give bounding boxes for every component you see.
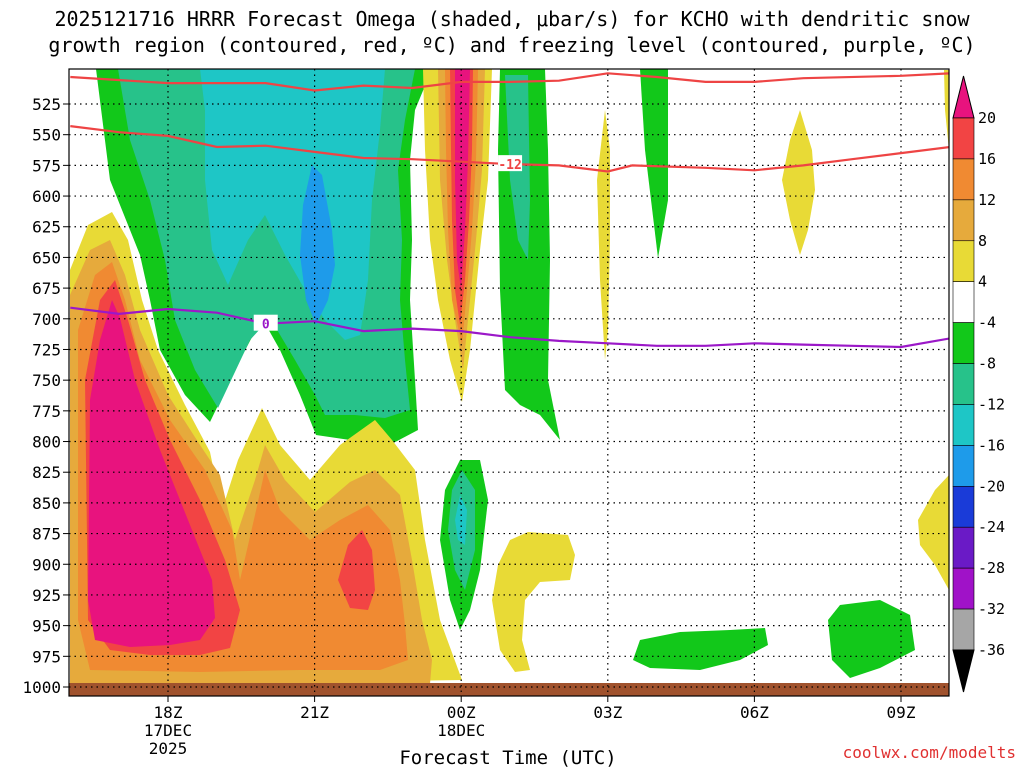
colorbar-band — [952, 363, 975, 405]
omega-region-cyan — [200, 69, 385, 340]
colorbar-band — [952, 199, 975, 242]
colorbar-label: 8 — [978, 232, 987, 250]
colorbar-band — [952, 486, 975, 528]
y-tick-label: 675 — [32, 279, 61, 298]
omega-region-yellow-edge-1 — [944, 70, 949, 150]
y-tick-label: 550 — [32, 126, 61, 145]
contour-label: -12 — [498, 158, 521, 173]
omega-region-yellow-lowright — [492, 532, 575, 672]
y-tick-label: 650 — [32, 248, 61, 267]
x-tick-label: 06Z — [740, 703, 769, 722]
y-tick-label: 525 — [32, 95, 61, 114]
y-tick-label: 800 — [32, 433, 61, 452]
colorbar-label: 4 — [978, 273, 987, 291]
colorbar-band — [952, 526, 975, 569]
omega-region-green-low-1 — [633, 628, 768, 670]
x-tick-label: 18Z — [154, 703, 183, 722]
contour-label: 0 — [262, 318, 270, 333]
y-tick-label: 725 — [32, 340, 61, 359]
y-tick-label: 575 — [32, 156, 61, 175]
colorbar-band — [952, 608, 975, 651]
y-tick-label: 1000 — [22, 678, 61, 697]
omega-region-yellow-sliver-1 — [597, 110, 610, 360]
colorbar-label: -4 — [978, 314, 996, 332]
colorbar-label: -36 — [978, 641, 1005, 659]
credit-text: coolwx.com/modelts — [842, 743, 1016, 762]
omega-region-yellow-edge-2 — [918, 475, 949, 590]
colorbar-band — [952, 445, 975, 487]
colorbar-label: -8 — [978, 355, 996, 373]
y-tick-label: 775 — [32, 402, 61, 421]
x-tick-label: 21Z — [300, 703, 329, 722]
y-tick-label: 900 — [32, 555, 61, 574]
y-axis-ticks: 525 550 575 600 625 650 675 700 725 750 775 800 825 8… — [22, 95, 69, 697]
colorbar-band — [952, 75, 975, 119]
y-tick-label: 600 — [32, 187, 61, 206]
colorbar-band — [952, 649, 975, 693]
x-axis-title: Forecast Time (UTC) — [399, 747, 616, 768]
colorbar-label: 16 — [978, 150, 996, 168]
colorbar-label: 20 — [978, 109, 996, 127]
colorbar-label: -16 — [978, 436, 1005, 454]
colorbar-label: -20 — [978, 477, 1005, 495]
colorbar-band — [952, 117, 975, 160]
omega-region-red-2 — [338, 530, 375, 610]
omega-shading — [70, 69, 949, 686]
colorbar-label: -28 — [978, 559, 1005, 577]
omega-region-magenta — [88, 300, 215, 647]
y-tick-label: 625 — [32, 218, 61, 237]
contour-label-bg — [253, 314, 278, 331]
colorbar-label: -24 — [978, 518, 1005, 536]
colorbar: 20 16 12 8 4 -4 -8 -12 -16 -20 -24 -28 -32 -36 — [952, 75, 1005, 693]
temperature-contours: -12 0 — [70, 72, 949, 349]
omega-region-magenta-column — [455, 69, 470, 290]
y-tick-label: 700 — [32, 310, 61, 329]
y-tick-label: 750 — [32, 371, 61, 390]
x-tick-label: 00Z — [447, 703, 476, 722]
colorbar-band — [952, 404, 975, 446]
chart-title-line-2: growth region (contoured, red, ºC) and f… — [48, 33, 976, 57]
x-tick-label: 03Z — [593, 703, 622, 722]
chart-title-line-1: 2025121716 HRRR Forecast Omega (shaded, … — [54, 7, 970, 31]
colorbar-label: -12 — [978, 395, 1005, 413]
y-tick-label: 850 — [32, 494, 61, 513]
x-tick-sublabel: 17DEC — [144, 721, 192, 740]
terrain-surface — [69, 683, 949, 696]
contour-line — [70, 306, 949, 349]
colorbar-label: -32 — [978, 600, 1005, 618]
colorbar-label: 12 — [978, 191, 996, 209]
omega-region-yellow-sliver-2 — [782, 110, 815, 255]
x-tick-label: 09Z — [887, 703, 916, 722]
y-tick-label: 975 — [32, 647, 61, 666]
x-tick-sublabel: 2025 — [149, 739, 188, 758]
colorbar-band — [952, 322, 975, 364]
omega-region-green-low-2 — [828, 600, 915, 678]
omega-region-green-strip — [498, 69, 560, 440]
omega-region-green-right — [640, 69, 668, 258]
chart-title: 2025121716 HRRR Forecast Omega (shaded, … — [0, 6, 1024, 58]
y-tick-label: 825 — [32, 463, 61, 482]
colorbar-band — [952, 567, 975, 610]
contour-line — [70, 72, 949, 92]
colorbar-band — [952, 281, 975, 323]
y-tick-label: 950 — [32, 617, 61, 636]
x-tick-sublabel: 18DEC — [437, 721, 485, 740]
colorbar-band — [952, 240, 975, 282]
omega-region-blue — [300, 165, 335, 325]
plot-frame — [68, 68, 950, 697]
contour-label-bg — [498, 155, 523, 172]
colorbar-band — [952, 158, 975, 201]
y-tick-label: 875 — [32, 525, 61, 544]
y-tick-label: 925 — [32, 586, 61, 605]
